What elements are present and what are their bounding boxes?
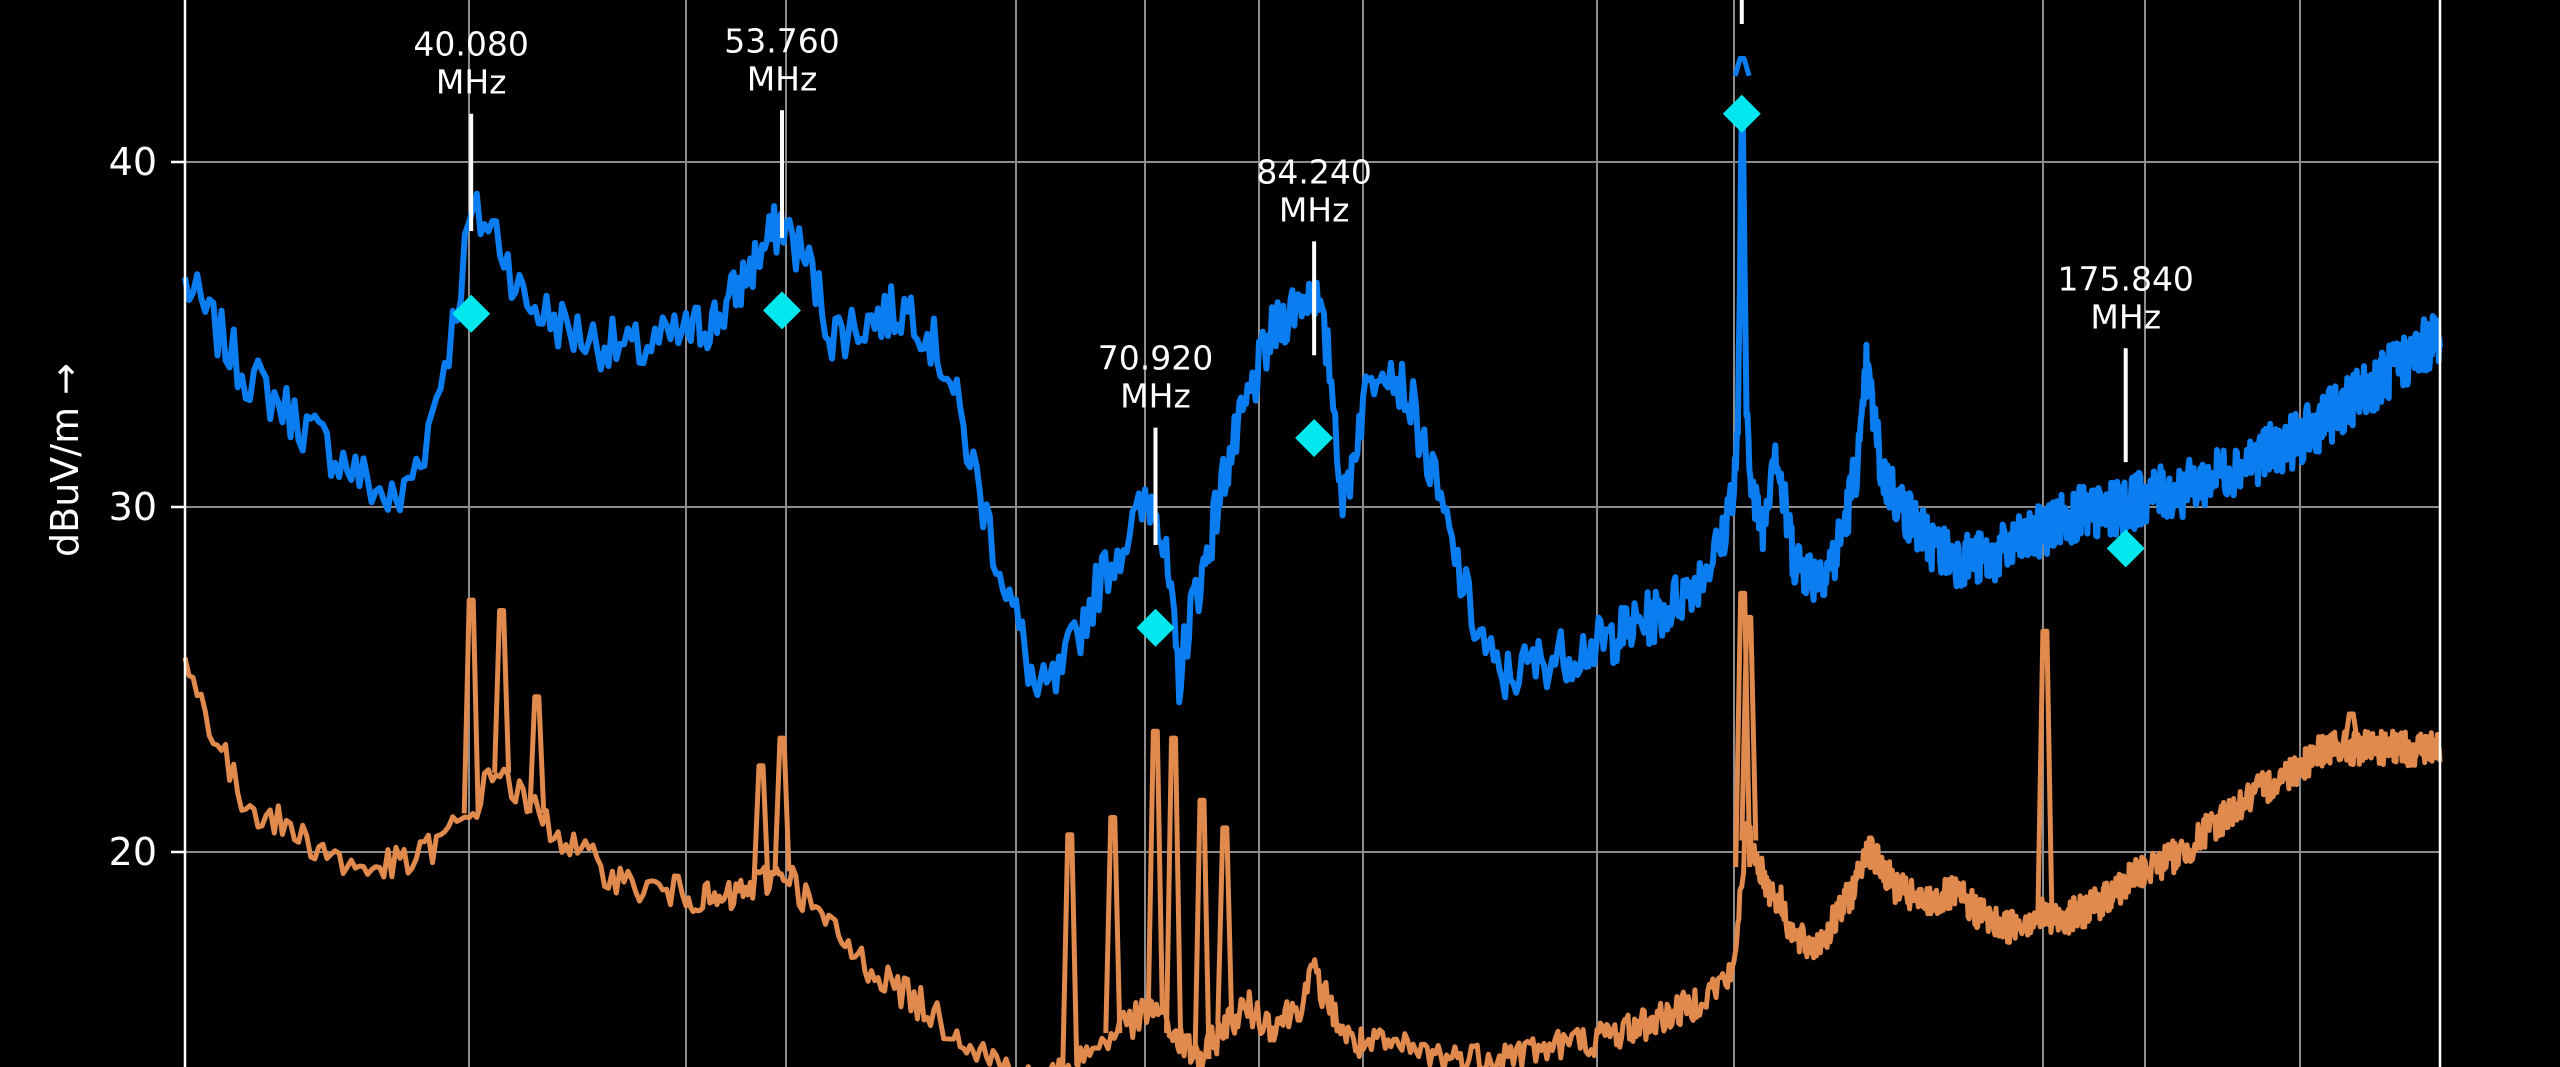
trace-spike [2035,628,2055,916]
y-tick-label: 40 [109,140,157,184]
traces [182,56,2443,1067]
markers: 40.080MHz53.760MHz70.920MHz84.240MHz175.… [413,0,2194,647]
trace-spike [1733,590,1753,868]
marker-unit-label: MHz [2090,297,2161,336]
trace-spike [751,763,771,883]
trace-spike [1103,815,1123,1034]
trace-spike [1192,797,1212,1060]
trace-spike [1164,735,1183,1034]
trace-spike [772,735,792,872]
y-tick-label: 20 [109,830,157,874]
trace-spike [492,608,512,773]
marker-diamond [1136,608,1175,647]
marker-frequency-label: 53.760 [724,21,839,60]
trace-spike [1215,825,1235,1025]
y-axis-label: dBuV/m → [43,363,87,557]
marker-diamond [1722,94,1761,133]
marker-frequency-label: 70.920 [1098,339,1213,378]
marker-diamond [1295,419,1334,457]
marker-frequency-label: 175.840 [2057,259,2193,298]
marker-diamond [452,294,491,333]
marker-diamond [2106,529,2145,568]
trace-spike [2341,711,2361,749]
trace-spike [1739,614,1759,841]
marker-frequency-label: 84.240 [1256,152,1371,191]
trace-spike [527,694,547,814]
marker-unit-label: MHz [1120,377,1191,416]
marker-unit-label: MHz [436,63,507,102]
trace-line-series-1 [182,96,2443,706]
marker-unit-label: MHz [747,59,818,98]
marker-frequency-label: 40.080 [413,25,528,64]
marker-diamond [763,291,801,330]
axes: 20 30 40 dBuV/m → [43,0,2442,1067]
trace-spike [1060,832,1080,1066]
trace-spike [461,597,481,814]
y-tick-label: 30 [109,485,157,529]
trace-line-series-2 [182,657,2443,1067]
trace-spike [1145,728,1165,1009]
trace-spike [1732,56,1752,77]
marker-unit-label: MHz [1279,190,1350,229]
